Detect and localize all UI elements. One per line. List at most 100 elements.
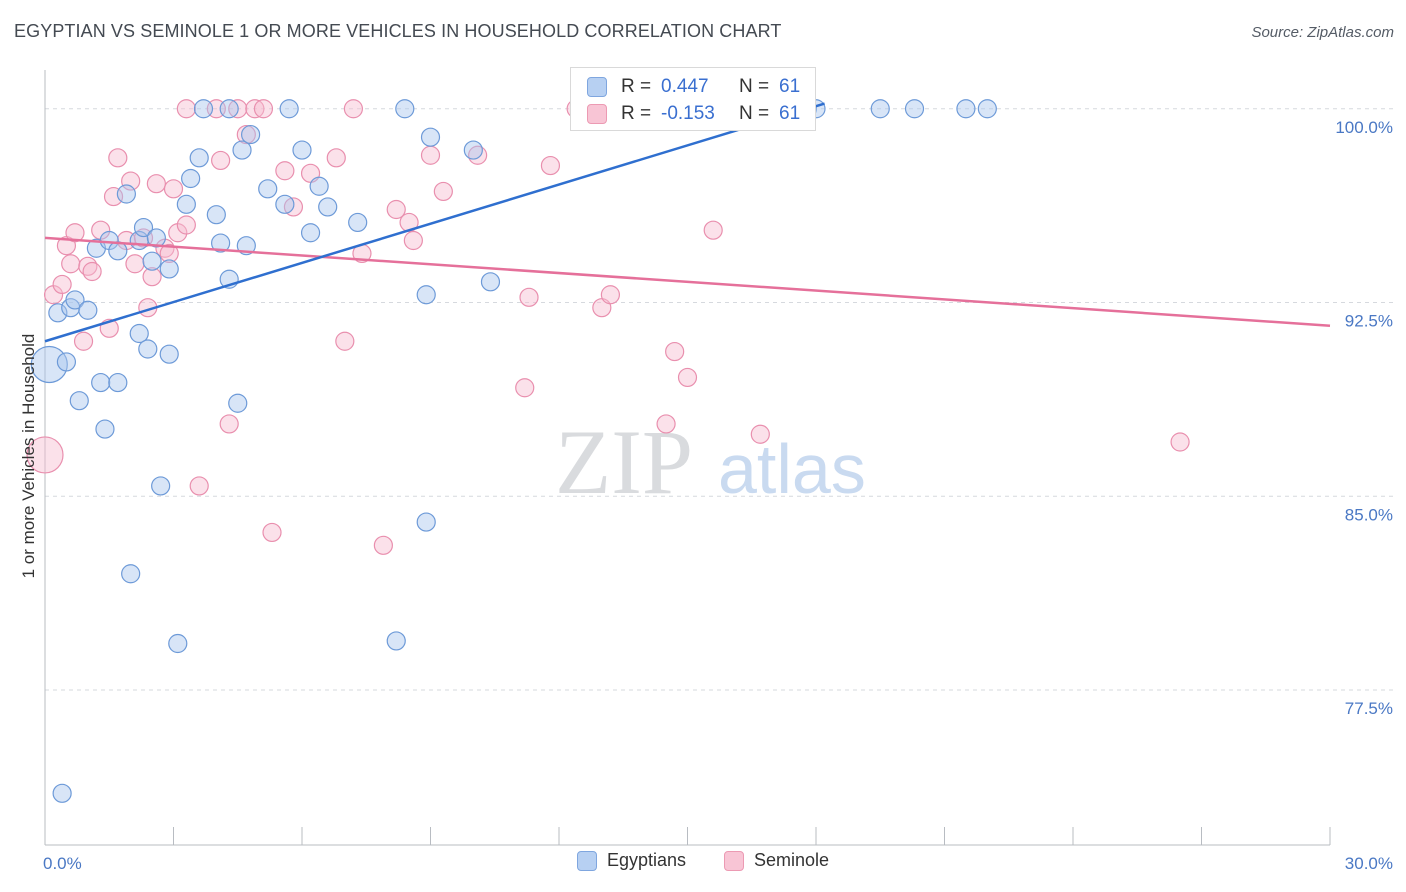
egyptian-point (870, 99, 890, 119)
seminole-point (189, 476, 209, 496)
seminole-point (519, 287, 539, 307)
seminole-point (61, 254, 81, 274)
seminole-point (82, 261, 102, 282)
seminole-point (665, 341, 685, 362)
seminole-point (236, 124, 256, 145)
seminole-point (219, 414, 239, 434)
seminole-point (159, 243, 179, 264)
seminole-point (125, 254, 145, 274)
seminole-point (176, 215, 196, 235)
egyptian-trend-line (44, 102, 825, 343)
n-value: 61 (779, 76, 801, 97)
egyptian-point (232, 140, 252, 160)
axes (44, 70, 1331, 846)
watermark-atlas: atlas (718, 430, 866, 508)
seminole-point (163, 179, 184, 199)
egyptian-point (318, 197, 338, 217)
seminole-point (403, 230, 423, 251)
legend-swatch-egyptians (576, 850, 597, 871)
egyptian-point (108, 372, 128, 393)
seminole-trend-line (44, 236, 1331, 327)
seminole-point (373, 535, 393, 555)
n-label: N = (739, 76, 770, 97)
egyptian-point (189, 148, 209, 168)
seminole-point (142, 267, 162, 287)
egyptian-point (386, 631, 406, 651)
seminole-point (750, 424, 770, 444)
seminole-point (386, 199, 406, 220)
egyptian-point (228, 393, 248, 413)
egyptian-point (78, 300, 98, 320)
seminole-point (515, 378, 535, 398)
legend-label-seminole: Seminole (754, 850, 830, 870)
source-credit: Source: ZipAtlas.com (1251, 24, 1394, 41)
seminole-point (600, 285, 621, 305)
seminole-point (176, 99, 196, 119)
stats-box: R = 0.447 N = 61 R = -0.153 N = 61 (570, 67, 816, 131)
x-tick-label-max: 30.0% (1345, 854, 1393, 873)
egyptian-point (395, 99, 415, 119)
egyptian-point (348, 212, 368, 233)
egyptian-point (133, 217, 154, 238)
egyptian-points (30, 99, 997, 803)
seminole-point (73, 331, 94, 351)
egyptians-swatch (587, 77, 607, 97)
seminole-point (65, 223, 85, 243)
r-label: R = (621, 103, 652, 124)
seminole-point (540, 155, 561, 176)
y-tick-label: 92.5% (1345, 312, 1393, 331)
n-value: 61 (779, 103, 801, 124)
seminole-point (1170, 432, 1190, 452)
egyptian-point (65, 290, 85, 310)
egyptian-point (193, 99, 214, 119)
egyptian-point (52, 783, 72, 803)
seminole-point (703, 220, 723, 240)
y-tick-label: 85.0% (1345, 505, 1393, 524)
egyptian-point (977, 99, 997, 119)
seminole-point (677, 367, 698, 388)
y-tick-label: 100.0% (1335, 118, 1393, 137)
stats-row-egyptians: R = 0.447 N = 61 (587, 75, 800, 99)
legend-item-egyptians[interactable]: Egyptians (576, 850, 686, 871)
seminole-point (343, 99, 363, 119)
egyptian-point (279, 99, 299, 119)
legend-swatch-seminole (724, 850, 744, 871)
egyptian-point (159, 344, 179, 364)
seminole-point (52, 274, 72, 295)
y-axis-label: 1 or more Vehicles in Household (19, 334, 38, 579)
egyptian-point (416, 512, 436, 532)
legend-item-seminole[interactable]: Seminole (724, 850, 829, 871)
egyptian-point (956, 99, 976, 119)
egyptian-point (309, 176, 329, 196)
gridlines (45, 108, 1395, 691)
seminole-point (26, 436, 64, 474)
egyptian-point (95, 419, 115, 439)
egyptian-point (292, 140, 312, 160)
egyptian-point (181, 168, 201, 189)
egyptian-point (480, 272, 501, 292)
egyptian-point (420, 127, 441, 147)
egyptian-point (138, 339, 158, 359)
trend-lines (44, 102, 1331, 343)
egyptian-point (219, 99, 239, 119)
egyptian-point (48, 303, 68, 323)
egyptian-point (206, 205, 226, 225)
egyptian-point (56, 352, 77, 372)
chart-title: EGYPTIAN VS SEMINOLE 1 OR MORE VEHICLES … (14, 21, 782, 41)
r-value: 0.447 (661, 76, 709, 97)
egyptian-point (146, 228, 166, 248)
y-tick-label: 77.5% (1345, 699, 1393, 718)
seminole-point (253, 99, 274, 119)
egyptian-point (142, 251, 162, 271)
r-label: R = (621, 76, 652, 97)
egyptian-point (151, 476, 171, 496)
egyptian-point (129, 323, 149, 344)
seminole-point (335, 331, 355, 351)
egyptian-point (416, 285, 436, 305)
egyptian-point (275, 194, 295, 214)
seminole-point (108, 148, 128, 168)
egyptian-point (168, 633, 188, 654)
n-label: N = (739, 103, 770, 124)
tick-labels: 77.5% 85.0% 92.5% 100.0% 0.0% 30.0% (43, 118, 1393, 873)
r-value: -0.153 (661, 103, 715, 124)
